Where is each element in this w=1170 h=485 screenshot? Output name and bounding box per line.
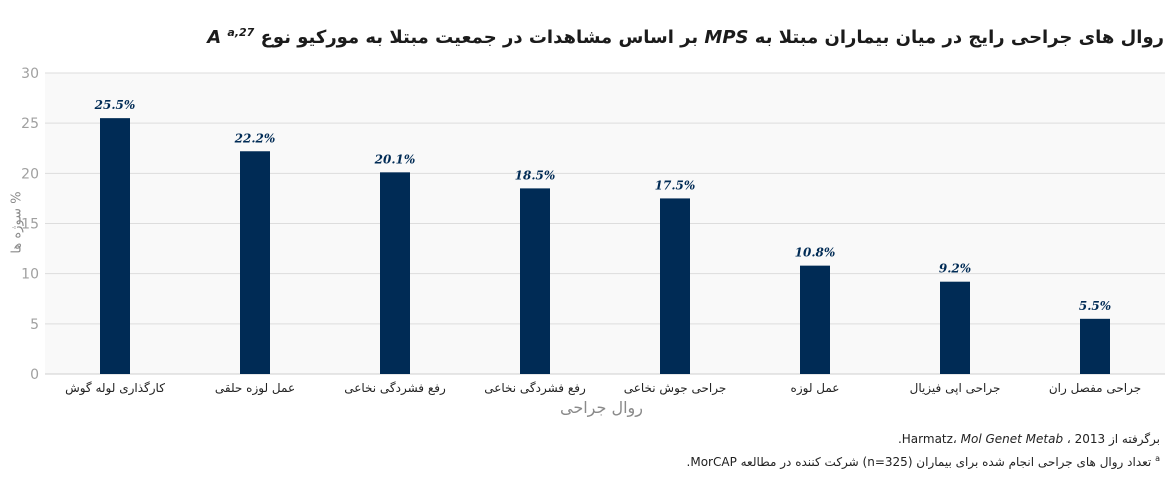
bar bbox=[800, 265, 830, 374]
data-label: 9.2% bbox=[939, 262, 971, 276]
footnote-source-pre: برگرفته از Harmatz، bbox=[901, 432, 1160, 446]
data-label: 5.5% bbox=[1079, 299, 1111, 313]
y-tick-label: 0 bbox=[30, 367, 39, 383]
footnote-a-text: تعداد روال های جراحی انجام شده برای بیما… bbox=[686, 455, 1152, 469]
data-label: 25.5% bbox=[94, 98, 136, 112]
x-tick-label: جراحی جوش نخاعی bbox=[624, 381, 727, 396]
title-mps: MPS bbox=[704, 27, 749, 48]
y-tick-label: 10 bbox=[21, 267, 39, 283]
bar bbox=[380, 172, 410, 374]
y-axis-title: % سوژه ها bbox=[9, 191, 25, 254]
footnote-a-marker: a bbox=[1155, 454, 1160, 463]
title-superscript: a,27 bbox=[227, 26, 255, 39]
title-text2: بر اساس مشاهدات در جمعیت مبتلا به مورکیو… bbox=[260, 27, 699, 48]
footnote-a: a تعداد روال های جراحی انجام شده برای بی… bbox=[10, 454, 1160, 469]
data-label: 18.5% bbox=[515, 168, 556, 182]
x-tick-label: عمل لوزه حلقی bbox=[215, 381, 295, 396]
bar bbox=[940, 281, 970, 374]
x-tick-label: رفع فشردگی نخاعی bbox=[484, 381, 586, 396]
data-label: 17.5% bbox=[655, 178, 696, 192]
footnote-source: برگرفته از Harmatz، Mol Genet Metab ، 20… bbox=[10, 432, 1160, 446]
data-label: 20.1% bbox=[374, 152, 416, 166]
y-tick-label: 5 bbox=[30, 317, 39, 333]
footnote-journal: Mol Genet Metab bbox=[960, 432, 1064, 446]
footnote-source-post: ، 2013. bbox=[897, 432, 1106, 446]
bar-chart: 0 5 10 15 20 25 30 25.5% کارگذاری لوله گوش 22.2% ع… bbox=[21, 66, 1165, 396]
bar bbox=[520, 188, 550, 374]
title-text: روال های جراحی رایج در میان بیماران مبتل… bbox=[754, 27, 1164, 48]
bar bbox=[660, 198, 690, 374]
bar bbox=[240, 151, 270, 374]
x-tick-label: عمل لوزه bbox=[791, 381, 840, 396]
x-axis-title: روال جراحی bbox=[560, 398, 643, 417]
x-tick-label: جراحی مفصل ران bbox=[1049, 381, 1141, 396]
data-label: 10.8% bbox=[795, 246, 836, 260]
bar bbox=[100, 118, 130, 375]
bar bbox=[1080, 318, 1110, 374]
y-tick-label: 15 bbox=[21, 217, 39, 233]
y-tick-label: 30 bbox=[21, 66, 39, 82]
x-tick-label: جراحی اپی فیزیال bbox=[910, 381, 1001, 396]
y-tick-label: 20 bbox=[21, 166, 39, 182]
y-tick-label: 25 bbox=[21, 116, 39, 132]
x-tick-label: رفع فشردگی نخاعی bbox=[344, 381, 446, 396]
x-tick-label: کارگذاری لوله گوش bbox=[65, 381, 165, 396]
title-type: A bbox=[207, 27, 222, 48]
data-label: 22.2% bbox=[234, 131, 276, 145]
chart-title: روال های جراحی رایج در میان بیماران مبتل… bbox=[14, 26, 1164, 48]
